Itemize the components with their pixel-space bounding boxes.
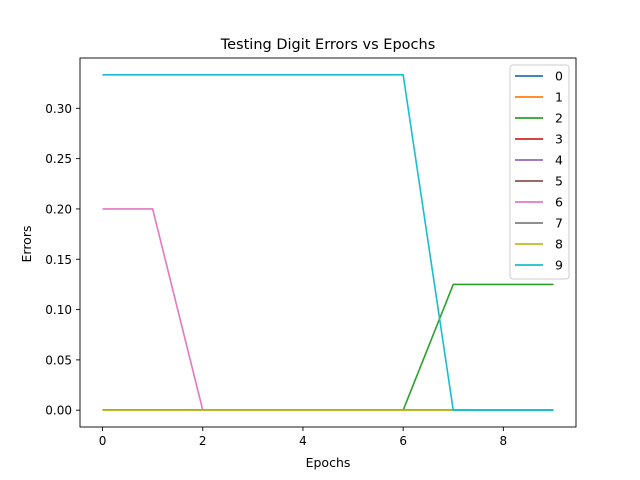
axes-frame [79,57,577,428]
legend-label-5: 5 [555,174,563,189]
x-tick-label: 2 [199,434,207,448]
legend-label-9: 9 [555,258,563,273]
x-tick-label: 0 [99,434,107,448]
y-tick-label: 0.30 [45,102,72,116]
legend-label-8: 8 [555,237,563,252]
y-tick-label: 0.10 [45,303,72,317]
legend-label-4: 4 [555,153,563,168]
legend-label-3: 3 [555,132,563,147]
series-line-9 [102,74,554,412]
legend-label-1: 1 [555,90,563,105]
x-axis-label: Epochs [306,455,351,470]
y-tick-label: 0.20 [45,202,72,216]
y-axis-label: Errors [19,226,34,263]
legend-label-0: 0 [555,69,563,84]
y-tick-label: 0.15 [45,253,72,267]
y-tick-label: 0.00 [45,404,72,418]
x-tick-label: 6 [399,434,407,448]
legend-label-6: 6 [555,195,563,210]
x-tick-label: 8 [500,434,508,448]
legend-label-7: 7 [555,216,563,231]
chart-title: Testing Digit Errors vs Epochs [220,37,436,53]
legend: 0 1 2 3 4 5 6 7 8 9 [509,64,570,280]
plot-area: 0 2 4 6 8 0.00 0.05 0.10 0.15 0.20 0.25 0.30 [45,57,577,448]
y-tick-label: 0.05 [45,353,72,367]
y-tick-label: 0.25 [45,152,72,166]
x-tick-label: 4 [299,434,307,448]
legend-label-2: 2 [555,111,563,126]
